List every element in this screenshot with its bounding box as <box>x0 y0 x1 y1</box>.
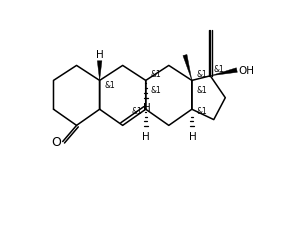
Text: H: H <box>143 103 151 113</box>
Text: &1: &1 <box>197 106 208 116</box>
Text: H: H <box>142 132 150 142</box>
Text: H: H <box>96 50 104 60</box>
Text: &1: &1 <box>151 70 161 79</box>
Polygon shape <box>210 68 237 76</box>
Text: OH: OH <box>239 66 255 76</box>
Polygon shape <box>97 61 102 81</box>
Text: &1: &1 <box>132 106 142 116</box>
Text: O: O <box>51 135 61 148</box>
Text: &1: &1 <box>196 86 207 95</box>
Text: H: H <box>189 132 197 142</box>
Text: &1: &1 <box>105 81 115 90</box>
Polygon shape <box>183 55 192 81</box>
Text: &1: &1 <box>151 86 161 95</box>
Text: &1: &1 <box>214 65 225 74</box>
Text: &1: &1 <box>196 69 207 78</box>
